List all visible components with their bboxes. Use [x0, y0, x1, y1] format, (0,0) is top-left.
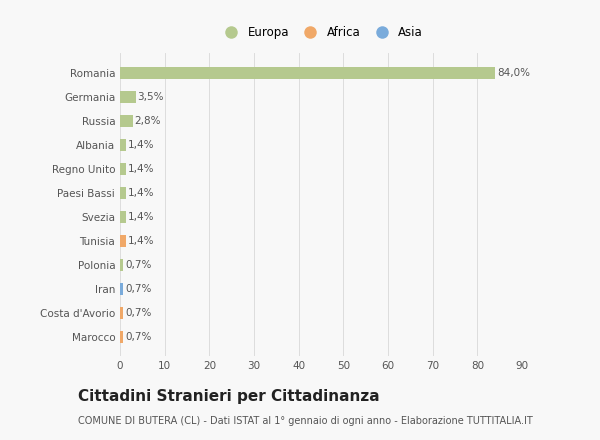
Bar — [120, 259, 123, 271]
Legend: Europa, Africa, Asia: Europa, Africa, Asia — [215, 22, 427, 42]
Text: 84,0%: 84,0% — [497, 68, 530, 77]
Text: 1,4%: 1,4% — [128, 212, 155, 222]
Text: 0,7%: 0,7% — [125, 308, 151, 318]
Bar — [120, 163, 126, 175]
Text: 1,4%: 1,4% — [128, 235, 155, 246]
Text: 3,5%: 3,5% — [137, 92, 164, 102]
Text: 1,4%: 1,4% — [128, 139, 155, 150]
Bar — [120, 187, 126, 198]
Bar — [120, 307, 123, 319]
Text: 2,8%: 2,8% — [134, 116, 161, 125]
Text: 0,7%: 0,7% — [125, 284, 151, 293]
Bar — [120, 114, 133, 127]
Text: Cittadini Stranieri per Cittadinanza: Cittadini Stranieri per Cittadinanza — [78, 389, 380, 404]
Bar — [120, 91, 136, 103]
Bar — [120, 139, 126, 150]
Text: 0,7%: 0,7% — [125, 332, 151, 341]
Text: 0,7%: 0,7% — [125, 260, 151, 270]
Text: 1,4%: 1,4% — [128, 164, 155, 174]
Bar — [120, 211, 126, 223]
Bar — [120, 330, 123, 343]
Bar — [120, 282, 123, 295]
Bar — [120, 66, 495, 79]
Text: COMUNE DI BUTERA (CL) - Dati ISTAT al 1° gennaio di ogni anno - Elaborazione TUT: COMUNE DI BUTERA (CL) - Dati ISTAT al 1°… — [78, 416, 533, 426]
Bar — [120, 235, 126, 246]
Text: 1,4%: 1,4% — [128, 187, 155, 198]
